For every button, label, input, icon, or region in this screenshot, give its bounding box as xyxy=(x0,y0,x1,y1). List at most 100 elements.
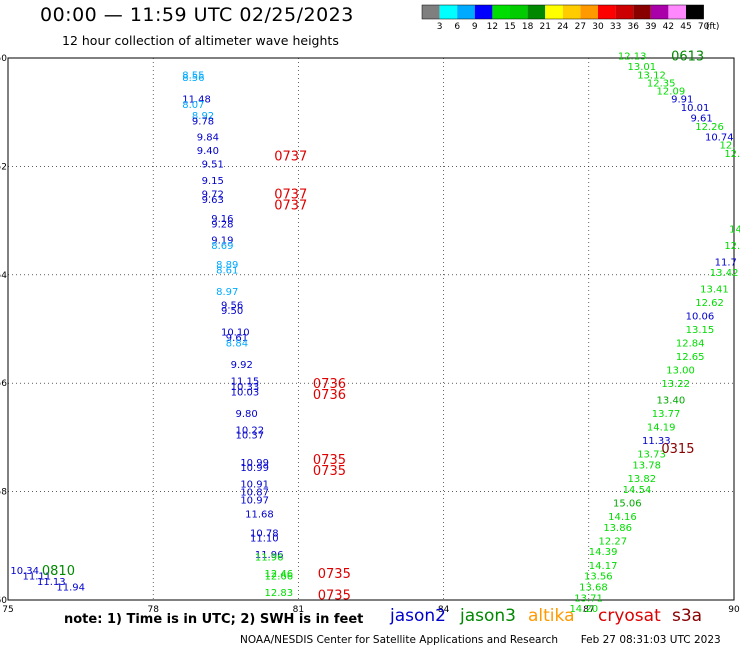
wave-height-label: 11.33 xyxy=(642,436,671,447)
wave-height-label: 12.09 xyxy=(657,87,686,98)
legend-cryosat: cryosat xyxy=(598,606,661,626)
legend-s3a: s3a xyxy=(672,606,703,626)
colorbar-swatch xyxy=(650,5,669,19)
colorbar-swatch xyxy=(492,5,510,19)
colorbar-swatch xyxy=(562,5,581,19)
colorbar-swatch xyxy=(615,5,634,19)
wave-height-label: 13.40 xyxy=(657,395,686,406)
wave-height-label: 14.16 xyxy=(608,512,637,523)
colorbar-unit: (ft) xyxy=(706,22,720,32)
colorbar-swatch xyxy=(474,5,493,19)
wave-height-label: 13.86 xyxy=(603,523,632,534)
wave-height-label: 10.34 xyxy=(10,566,39,577)
wave-height-label: 13.15 xyxy=(686,325,715,336)
wave-height-label: 10.99 xyxy=(240,458,269,469)
y-tick-label: -52 xyxy=(0,162,7,172)
colorbar-swatch xyxy=(545,5,563,19)
wave-height-label: 13.22 xyxy=(661,379,690,390)
wave-height-label: 13.12 xyxy=(637,70,666,81)
wave-height-label: 10.97 xyxy=(240,496,269,507)
wave-height-label: 9.80 xyxy=(235,409,257,420)
colorbar-frame xyxy=(421,4,704,20)
wave-height-label: 11.48 xyxy=(182,95,211,106)
wave-height-label: 12.26 xyxy=(695,122,724,133)
wave-height-label: 12.35 xyxy=(647,78,676,89)
wave-height-label: 13.42 xyxy=(710,268,739,279)
colorbar-swatch xyxy=(580,5,598,19)
wave-height-label: 11.11 xyxy=(23,572,52,583)
colorbar-swatch xyxy=(598,5,616,19)
wave-height-label: 13.78 xyxy=(632,461,661,472)
colorbar-swatch xyxy=(527,5,546,19)
wave-height-label: 10.87 xyxy=(240,488,269,499)
x-tick-label: 87 xyxy=(583,605,594,615)
colorbar-swatch xyxy=(633,5,651,19)
colorbar-swatch xyxy=(668,5,686,19)
wave-height-label: 13.77 xyxy=(652,409,681,420)
colorbar-label: 15 xyxy=(504,22,515,32)
y-tick-label: -60 xyxy=(0,596,7,606)
wave-height-label: 14.19 xyxy=(647,423,676,434)
wave-height-label: 12.66 xyxy=(265,572,294,583)
wave-height-label: 11.13 xyxy=(37,577,66,588)
colorbar-swatch xyxy=(510,5,528,19)
wave-height-label: 9.91 xyxy=(671,95,693,106)
x-tick-label: 81 xyxy=(293,605,304,615)
x-tick-label: 90 xyxy=(728,605,740,615)
track-time-label: 0735 xyxy=(318,567,351,582)
colorbar-swatch xyxy=(439,5,458,19)
x-tick-label: 84 xyxy=(438,605,450,615)
track-time-label: 0737 xyxy=(274,150,307,165)
track-time-label: 0735 xyxy=(313,464,346,479)
wave-height-label: 12.65 xyxy=(676,352,705,363)
wave-height-label: 14. xyxy=(729,225,740,236)
wave-height-label: 10.74 xyxy=(705,133,734,144)
y-tick-label: -56 xyxy=(0,379,7,389)
wave-height-label: 9.19 xyxy=(211,236,233,247)
wave-height-label: 8.92 xyxy=(192,111,214,122)
wave-height-label: 13.00 xyxy=(666,366,695,377)
wave-height-label: 8.89 xyxy=(216,260,238,271)
wave-height-label: 11.15 xyxy=(231,376,260,387)
wave-height-label: 8.97 xyxy=(216,287,238,298)
footer-credit: NOAA/NESDIS Center for Satellite Applica… xyxy=(240,634,721,646)
wave-height-label: 10.01 xyxy=(681,103,710,114)
wave-height-label: 13.41 xyxy=(700,284,729,295)
colorbar-label: 6 xyxy=(454,22,460,32)
wave-height-label: 12.46 xyxy=(265,569,294,580)
wave-height-label: 10.78 xyxy=(250,528,279,539)
x-tick-label: 78 xyxy=(147,605,159,615)
wave-height-label: 10.03 xyxy=(231,387,260,398)
wave-height-label: 13.01 xyxy=(628,62,657,73)
wave-height-label: 8.61 xyxy=(216,265,238,276)
wave-height-label: 9.16 xyxy=(211,214,233,225)
colorbar-label: 3 xyxy=(437,22,443,32)
wave-height-label: 12.13 xyxy=(618,51,647,62)
wave-height-label: 8.55 xyxy=(182,70,204,81)
timestamp: Feb 27 08:31:03 UTC 2023 xyxy=(580,634,721,646)
track-time-label: 0735 xyxy=(313,453,346,468)
legend-jason3: jason3 xyxy=(460,606,516,626)
wave-height-label: 13.68 xyxy=(579,582,608,593)
wave-height-label: 10.06 xyxy=(686,311,715,322)
wave-height-label: 14.20 xyxy=(569,604,598,615)
wave-height-label: 8.07 xyxy=(182,100,204,111)
wave-height-label: 10.10 xyxy=(221,328,250,339)
footer-note: note: 1) Time is in UTC; 2) SWH is in fe… xyxy=(64,612,364,627)
wave-height-label: 11.10 xyxy=(250,534,279,545)
wave-height-label: 13.71 xyxy=(574,593,603,604)
wave-height-label: 9.61 xyxy=(226,333,248,344)
colorbar-label: 45 xyxy=(680,22,691,32)
wave-height-label: 9.92 xyxy=(231,360,253,371)
track-time-label: 0315 xyxy=(661,442,694,457)
colorbar-label: 18 xyxy=(522,22,534,32)
wave-height-label: 11.94 xyxy=(56,582,85,593)
wave-height-label: 9.61 xyxy=(690,114,712,125)
wave-height-label: 11.68 xyxy=(245,509,274,520)
plot-frame xyxy=(7,57,735,601)
wave-height-label: 8.56 xyxy=(182,73,204,84)
y-tick-label: -50 xyxy=(0,54,7,64)
wave-height-label: 11.7 xyxy=(715,257,737,268)
wave-height-label: 12. xyxy=(724,149,740,160)
wave-height-label: 9.72 xyxy=(202,190,224,201)
